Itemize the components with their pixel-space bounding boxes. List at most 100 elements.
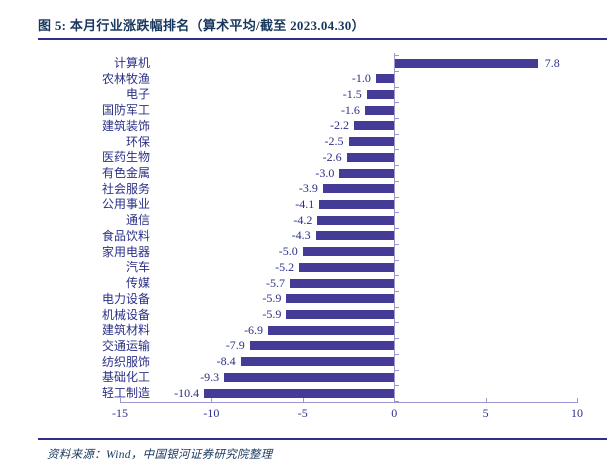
zero-axis-line [394, 53, 396, 402]
category-tick [395, 196, 400, 198]
category-tick [395, 228, 400, 230]
bar [299, 262, 395, 272]
category-label: 农林牧渔 [101, 71, 150, 86]
bar [366, 89, 395, 99]
category-label: 轻工制造 [101, 386, 150, 401]
category-tick [395, 353, 400, 355]
category-tick [395, 338, 400, 340]
category-label: 社会服务 [101, 181, 150, 196]
bar [290, 278, 395, 288]
category-label: 国防军工 [101, 103, 150, 118]
category-tick [395, 180, 400, 182]
category-tick [395, 400, 400, 402]
bar [249, 341, 395, 351]
bar [395, 58, 538, 68]
value-label: -1.5 [342, 86, 362, 101]
x-tick-label: -15 [112, 406, 128, 420]
bar [348, 137, 395, 147]
category-label: 汽车 [125, 260, 150, 275]
bar [353, 121, 395, 131]
category-label: 纺织服饰 [101, 354, 150, 369]
category-label: 交通运输 [101, 338, 150, 353]
x-tick [394, 398, 396, 402]
category-label: 电子 [125, 87, 150, 102]
value-label: -2.6 [322, 149, 342, 164]
category-label: 电力设备 [101, 291, 150, 306]
category-tick [395, 243, 400, 245]
category-tick [395, 70, 400, 72]
x-tick-label: 0 [391, 406, 398, 420]
value-label: -2.5 [324, 134, 344, 149]
category-tick [395, 149, 400, 151]
bar [319, 199, 395, 209]
bar [268, 325, 395, 335]
category-tick [395, 369, 400, 371]
category-tick [395, 306, 400, 308]
category-tick [395, 259, 400, 261]
category-label: 家用电器 [101, 244, 150, 259]
source-note: 资料来源：Wind，中国银河证券研究院整理 [47, 449, 273, 461]
category-label: 计算机 [113, 56, 150, 70]
value-label: -4.3 [291, 228, 311, 243]
x-axis-line [120, 402, 578, 403]
value-label: -10.4 [174, 385, 200, 400]
category-tick [395, 102, 400, 104]
category-tick [395, 133, 400, 135]
bar [339, 168, 395, 178]
value-label: -3.9 [298, 181, 318, 196]
value-label: -2.2 [329, 118, 349, 133]
bar [302, 247, 395, 257]
category-tick [395, 275, 400, 277]
bar [286, 294, 395, 304]
x-tick-label: 5 [482, 406, 489, 420]
x-tick-label: 10 [571, 406, 583, 420]
footer-rule [38, 438, 607, 440]
bar [315, 231, 395, 241]
bar [346, 152, 395, 162]
value-label: 7.8 [544, 55, 560, 70]
bar [240, 357, 395, 367]
category-tick [395, 385, 400, 387]
x-tick [302, 398, 304, 402]
value-label: -5.9 [262, 307, 282, 322]
value-label: -6.9 [244, 322, 264, 337]
bar [364, 105, 395, 115]
bar [224, 372, 395, 382]
figure-title: 图 5: 本月行业涨跌幅排名（算术平均/截至 2023.04.30） [38, 18, 365, 33]
category-label: 食品饮料 [101, 228, 150, 243]
value-label: -1.0 [351, 71, 371, 86]
category-tick [395, 212, 400, 214]
value-label: -1.6 [340, 102, 360, 117]
value-label: -5.7 [266, 275, 285, 290]
category-label: 医药生物 [101, 150, 150, 165]
category-label: 通信 [125, 213, 150, 228]
value-label: -3.0 [315, 165, 335, 180]
bar [322, 184, 395, 194]
value-label: -8.4 [216, 354, 236, 369]
value-label: -5.9 [262, 291, 282, 306]
category-tick [395, 290, 400, 292]
category-label: 建筑装饰 [101, 118, 150, 133]
category-label: 公用事业 [101, 197, 150, 212]
category-tick [395, 86, 400, 88]
title-rule [38, 38, 607, 40]
x-tick-label: -10 [203, 406, 220, 420]
category-label: 机械设备 [101, 307, 150, 322]
category-label: 有色金属 [101, 166, 150, 181]
value-label: -4.1 [295, 196, 315, 211]
value-label: -5.2 [275, 259, 295, 274]
bar [317, 215, 395, 225]
category-tick [395, 118, 400, 120]
bar [204, 388, 395, 398]
bar [286, 310, 395, 320]
category-label: 基础化工 [101, 370, 150, 385]
value-label: -9.3 [200, 369, 220, 384]
category-label: 环保 [125, 134, 150, 149]
x-tick [211, 398, 213, 402]
x-tick [577, 398, 578, 402]
x-tick [120, 398, 121, 402]
category-label: 传媒 [125, 276, 150, 291]
x-tick-label: -5 [297, 406, 308, 420]
category-tick [395, 165, 400, 167]
